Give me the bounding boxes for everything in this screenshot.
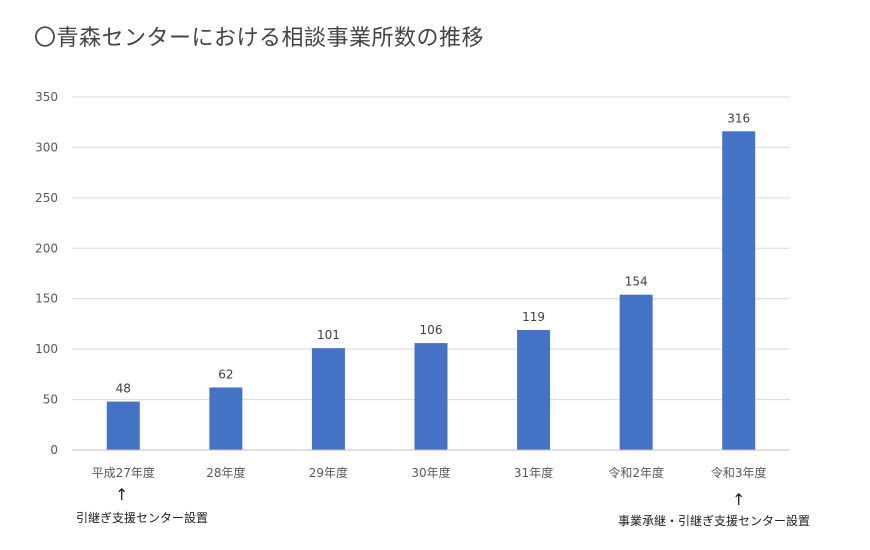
data-label: 48 xyxy=(116,382,131,396)
bar xyxy=(106,401,140,450)
bar xyxy=(414,343,448,450)
category-label: 平成27年度 xyxy=(92,465,155,480)
y-tick-label: 150 xyxy=(35,292,58,306)
y-axis-ticks: 0 50 100 150 200 250 300 350 xyxy=(35,90,58,457)
bar xyxy=(209,387,243,450)
bar xyxy=(311,348,345,450)
data-labels: 48 62 101 106 119 154 316 xyxy=(116,111,751,395)
category-label: 30年度 xyxy=(411,465,450,480)
category-label: 29年度 xyxy=(309,465,348,480)
y-tick-label: 0 xyxy=(50,443,58,457)
data-label: 316 xyxy=(727,111,750,125)
y-tick-label: 50 xyxy=(43,393,58,407)
y-tick-label: 200 xyxy=(35,241,58,255)
bar xyxy=(722,131,756,450)
y-tick-label: 300 xyxy=(35,140,58,154)
data-label: 119 xyxy=(522,310,545,324)
right-arrow-icon: ↑ xyxy=(732,490,746,509)
data-label: 62 xyxy=(218,367,233,381)
bar xyxy=(517,329,551,450)
category-label: 令和2年度 xyxy=(608,465,664,480)
category-label: 令和3年度 xyxy=(711,465,767,480)
category-label: 31年度 xyxy=(514,465,553,480)
chart-title: 〇青森センターにおける相談事業所数の推移 xyxy=(34,26,485,51)
data-label: 106 xyxy=(420,323,443,337)
bar xyxy=(619,294,653,450)
left-arrow-icon: ↑ xyxy=(115,485,129,504)
right-annotation: 事業承継・引継ぎ支援センター設置 xyxy=(618,514,811,528)
y-tick-label: 100 xyxy=(35,342,58,356)
y-tick-label: 250 xyxy=(35,191,58,205)
bars xyxy=(106,131,756,450)
data-label: 154 xyxy=(625,275,648,289)
category-label: 28年度 xyxy=(206,465,245,480)
y-tick-label: 350 xyxy=(35,90,58,104)
category-labels: 平成27年度 28年度 29年度 30年度 31年度 令和2年度 令和3年度 xyxy=(92,465,767,480)
data-label: 101 xyxy=(317,328,340,342)
left-annotation: 引継ぎ支援センター設置 xyxy=(76,511,209,525)
